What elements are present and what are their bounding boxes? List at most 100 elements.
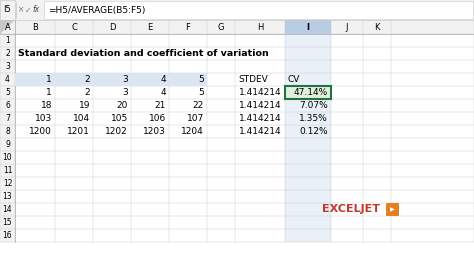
Text: 9: 9 xyxy=(5,140,10,149)
Text: 103: 103 xyxy=(35,114,52,123)
Text: 22: 22 xyxy=(193,101,204,110)
Text: I: I xyxy=(307,22,310,32)
Bar xyxy=(0,47,15,60)
Text: J: J xyxy=(346,22,348,32)
Bar xyxy=(0,20,474,34)
Bar xyxy=(44,1,473,19)
Text: 1: 1 xyxy=(46,88,52,97)
Text: 1.414214: 1.414214 xyxy=(239,88,282,97)
Text: 5: 5 xyxy=(5,88,10,97)
Text: C: C xyxy=(71,22,77,32)
Bar xyxy=(0,34,15,47)
Text: 107: 107 xyxy=(187,114,204,123)
Text: 4: 4 xyxy=(160,75,166,84)
Text: fx: fx xyxy=(32,5,39,15)
Bar xyxy=(0,73,15,86)
Bar xyxy=(285,20,331,34)
Text: 4: 4 xyxy=(160,88,166,97)
Bar xyxy=(0,164,15,177)
Polygon shape xyxy=(0,20,15,34)
Text: 14: 14 xyxy=(3,205,12,214)
FancyBboxPatch shape xyxy=(386,203,399,216)
Bar xyxy=(131,73,169,86)
Text: CV: CV xyxy=(288,75,301,84)
Text: D: D xyxy=(109,22,115,32)
Text: 6: 6 xyxy=(5,101,10,110)
Text: 1.414214: 1.414214 xyxy=(239,114,282,123)
Bar xyxy=(285,34,331,242)
Bar xyxy=(15,73,55,86)
Text: 106: 106 xyxy=(149,114,166,123)
Text: 1.35%: 1.35% xyxy=(299,114,328,123)
Bar xyxy=(0,0,474,20)
Bar xyxy=(285,86,331,99)
Text: EXCELJET: EXCELJET xyxy=(322,204,380,214)
Bar xyxy=(0,190,15,203)
Text: 2: 2 xyxy=(84,88,90,97)
Text: 3: 3 xyxy=(122,75,128,84)
Text: 1: 1 xyxy=(46,75,52,84)
Text: 105: 105 xyxy=(111,114,128,123)
Text: STDEV: STDEV xyxy=(238,75,268,84)
Text: 1203: 1203 xyxy=(143,127,166,136)
Text: 15: 15 xyxy=(3,218,12,227)
Text: 5: 5 xyxy=(198,75,204,84)
Text: 4: 4 xyxy=(5,75,10,84)
Bar xyxy=(0,138,15,151)
Text: 104: 104 xyxy=(73,114,90,123)
Text: 16: 16 xyxy=(3,231,12,240)
Text: 1204: 1204 xyxy=(181,127,204,136)
Text: 47.14%: 47.14% xyxy=(294,88,328,97)
Bar xyxy=(169,73,207,86)
Text: 8: 8 xyxy=(5,127,10,136)
Text: I5: I5 xyxy=(4,5,11,15)
Text: F: F xyxy=(185,22,191,32)
Text: 11: 11 xyxy=(3,166,12,175)
Text: ×: × xyxy=(18,5,24,15)
Bar xyxy=(0,86,15,99)
Bar xyxy=(0,99,15,112)
Text: 18: 18 xyxy=(40,101,52,110)
Text: G: G xyxy=(218,22,224,32)
Text: 1202: 1202 xyxy=(105,127,128,136)
Bar xyxy=(0,125,15,138)
Text: 1.414214: 1.414214 xyxy=(239,127,282,136)
Text: B: B xyxy=(32,22,38,32)
Text: 3: 3 xyxy=(5,62,10,71)
Bar xyxy=(0,60,15,73)
Text: 20: 20 xyxy=(117,101,128,110)
Bar xyxy=(0,0,15,20)
Text: 1200: 1200 xyxy=(29,127,52,136)
Text: ▶: ▶ xyxy=(390,207,395,212)
Text: 1.414214: 1.414214 xyxy=(239,101,282,110)
Text: 13: 13 xyxy=(3,192,12,201)
Text: Standard deviation and coefficient of variation: Standard deviation and coefficient of va… xyxy=(18,49,269,58)
Text: K: K xyxy=(374,22,380,32)
Bar xyxy=(0,229,15,242)
Text: 21: 21 xyxy=(155,101,166,110)
Text: 10: 10 xyxy=(3,153,12,162)
Bar xyxy=(0,177,15,190)
Text: 3: 3 xyxy=(122,88,128,97)
Text: 1201: 1201 xyxy=(67,127,90,136)
Text: 2: 2 xyxy=(84,75,90,84)
Text: 5: 5 xyxy=(198,88,204,97)
Bar xyxy=(0,216,15,229)
Bar xyxy=(93,73,131,86)
Text: 7: 7 xyxy=(5,114,10,123)
Text: 47.14%: 47.14% xyxy=(294,88,328,97)
Text: =H5/AVERAGE(B5:F5): =H5/AVERAGE(B5:F5) xyxy=(48,5,146,15)
Text: 1: 1 xyxy=(5,36,10,45)
Text: 2: 2 xyxy=(5,49,10,58)
Text: 19: 19 xyxy=(79,101,90,110)
Text: H: H xyxy=(257,22,263,32)
Text: 12: 12 xyxy=(3,179,12,188)
Text: 7.07%: 7.07% xyxy=(299,101,328,110)
Bar xyxy=(0,203,15,216)
Bar xyxy=(55,73,93,86)
Text: A: A xyxy=(5,22,10,32)
Text: ✓: ✓ xyxy=(25,5,31,15)
Text: E: E xyxy=(147,22,153,32)
Bar xyxy=(0,151,15,164)
Bar xyxy=(0,112,15,125)
